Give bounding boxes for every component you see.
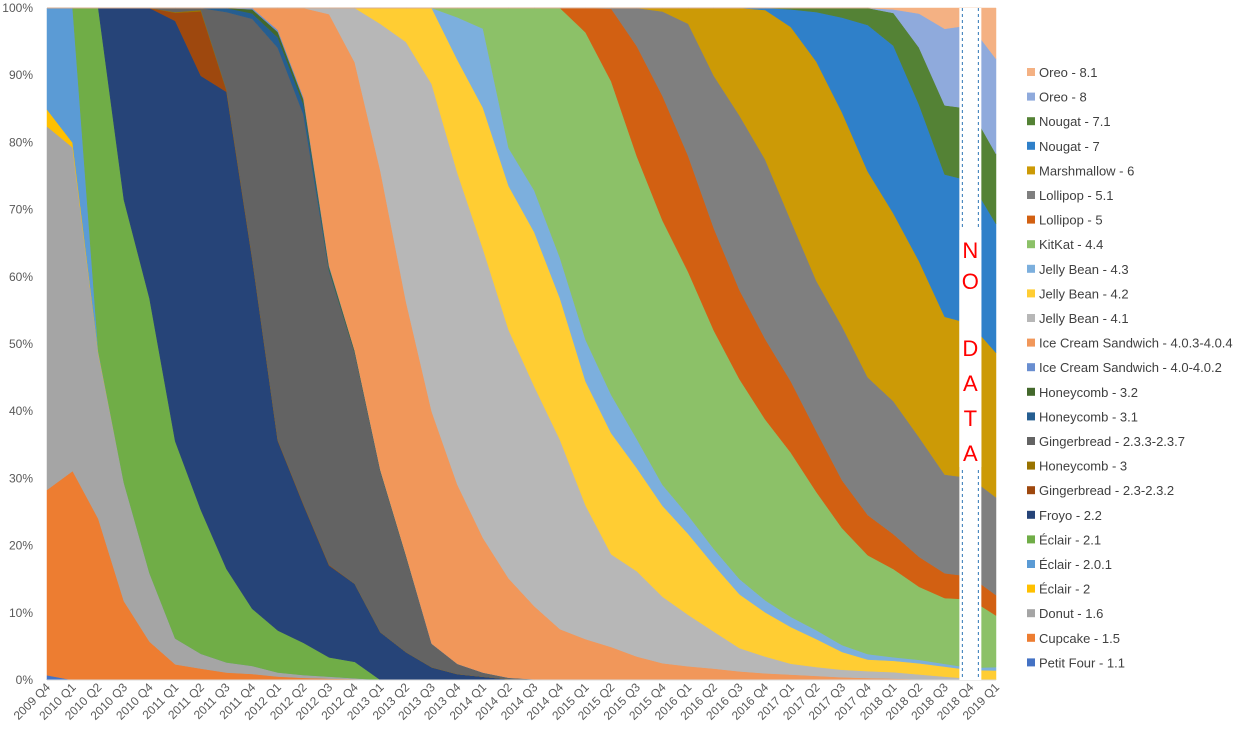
legend-swatch: [1027, 240, 1035, 249]
legend-swatch: [1027, 412, 1035, 421]
legend-label: Honeycomb - 3.2: [1039, 385, 1138, 400]
legend-swatch: [1027, 264, 1035, 273]
no-data-letter: O: [962, 269, 979, 294]
legend-label: Honeycomb - 3.1: [1039, 409, 1138, 424]
legend-swatch: [1027, 166, 1035, 175]
no-data-letter: D: [962, 336, 978, 361]
legend-swatch: [1027, 609, 1035, 618]
plot-areas: [46, 7, 997, 681]
legend-label: Oreo - 8: [1039, 90, 1087, 105]
legend-swatch: [1027, 68, 1035, 76]
legend-swatch: [1027, 560, 1035, 568]
legend-swatch: [1027, 215, 1035, 224]
legend-label: KitKat - 4.4: [1039, 237, 1103, 252]
no-data-letter: A: [963, 441, 978, 466]
legend-label: Éclair - 2.1: [1039, 532, 1101, 547]
legend-label: Honeycomb - 3: [1039, 459, 1127, 474]
legend-swatch: [1027, 535, 1035, 544]
legend-swatch: [1027, 461, 1035, 470]
legend-label: Lollipop - 5.1: [1039, 188, 1113, 203]
legend-label: Froyo - 2.2: [1039, 508, 1102, 523]
no-data-letter: A: [963, 371, 978, 396]
legend-swatch: [1027, 658, 1035, 667]
area-oreo-8-1: [47, 7, 997, 60]
y-tick-label: 90%: [9, 68, 33, 82]
legend-label: Marshmallow - 6: [1039, 163, 1134, 178]
legend-label: Ice Cream Sandwich - 4.0-4.0.2: [1039, 360, 1222, 375]
legend-swatch: [1027, 141, 1035, 150]
legend-label: Nougat - 7.1: [1039, 114, 1111, 129]
legend-label: Gingerbread - 2.3.3-2.3.7: [1039, 434, 1185, 449]
legend-label: Jelly Bean - 4.1: [1039, 311, 1129, 326]
y-tick-label: 10%: [9, 606, 33, 620]
y-tick-label: 80%: [9, 135, 33, 149]
legend-swatch: [1027, 584, 1035, 593]
y-tick-label: 30%: [9, 471, 33, 485]
legend-label: Gingerbread - 2.3-2.3.2: [1039, 483, 1174, 498]
y-tick-label: 0%: [16, 673, 34, 687]
y-axis: 0% 10% 20% 30% 40% 50% 60% 70% 80% 90% 100%: [2, 1, 33, 687]
y-tick-label: 50%: [9, 337, 33, 351]
legend-label: Nougat - 7: [1039, 139, 1100, 154]
legend-label: Cupcake - 1.5: [1039, 631, 1120, 646]
legend-label: Jelly Bean - 4.3: [1039, 262, 1129, 277]
legend-label: Éclair - 2: [1039, 582, 1090, 597]
legend-swatch: [1027, 289, 1035, 298]
no-data-letter: N: [962, 238, 978, 263]
y-tick-label: 20%: [9, 539, 33, 553]
legend-swatch: [1027, 363, 1035, 372]
legend-swatch: [1027, 486, 1035, 495]
legend-label: Lollipop - 5: [1039, 213, 1103, 228]
legend-swatch: [1027, 191, 1035, 199]
legend: Oreo - 8.1 Oreo - 8 Nougat - 7.1 Nougat - 7…: [1027, 65, 1233, 670]
legend-label: Éclair - 2.0.1: [1039, 557, 1112, 572]
legend-swatch: [1027, 437, 1035, 445]
legend-label: Oreo - 8.1: [1039, 65, 1098, 80]
legend-label: Jelly Bean - 4.2: [1039, 286, 1129, 301]
legend-swatch: [1027, 92, 1035, 101]
legend-swatch: [1027, 387, 1035, 396]
no-data-label-background: [959, 230, 982, 467]
legend-swatch: [1027, 314, 1035, 322]
y-tick-label: 60%: [9, 270, 33, 284]
legend-swatch: [1027, 338, 1035, 347]
legend-label: Donut - 1.6: [1039, 606, 1103, 621]
y-tick-label: 70%: [9, 203, 33, 217]
legend-swatch: [1027, 633, 1035, 642]
legend-label: Petit Four - 1.1: [1039, 655, 1125, 670]
no-data-letter: T: [964, 406, 977, 431]
legend-swatch: [1027, 117, 1035, 126]
y-tick-label: 100%: [2, 1, 33, 15]
legend-label: Ice Cream Sandwich - 4.0.3-4.0.4: [1039, 336, 1233, 351]
y-tick-label: 40%: [9, 404, 33, 418]
legend-swatch: [1027, 510, 1035, 519]
